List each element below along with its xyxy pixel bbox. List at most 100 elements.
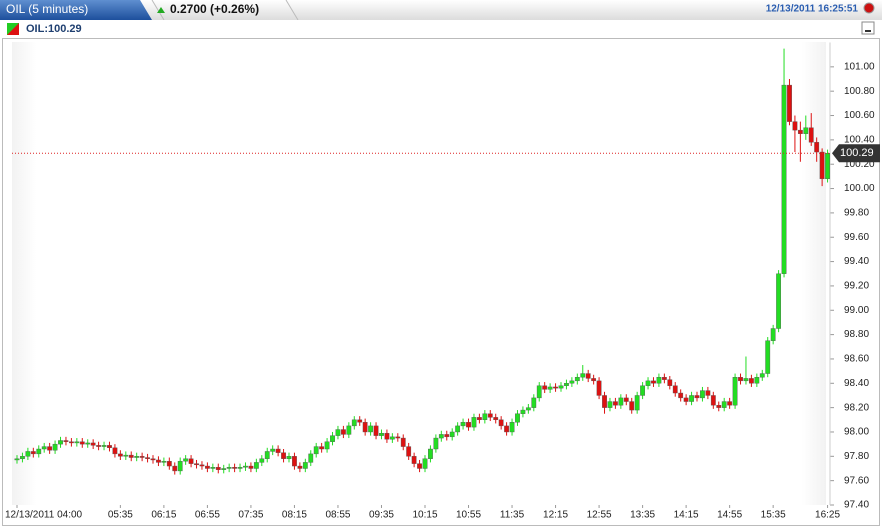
x-tick-label: 08:55 — [325, 510, 350, 521]
symbol: OIL:100.29 — [26, 23, 82, 35]
candle-body — [319, 446, 325, 450]
candle-body — [710, 395, 716, 406]
candle-body — [585, 373, 591, 379]
candle-body — [640, 385, 646, 396]
candle-body — [776, 273, 782, 329]
x-tick-label: 10:15 — [412, 510, 437, 521]
candle-body — [253, 462, 259, 469]
candle-body — [161, 460, 167, 463]
x-tick-label: 09:35 — [369, 510, 394, 521]
y-tick-label: 99.20 — [844, 281, 869, 292]
candle-body — [651, 380, 656, 384]
candle-body — [825, 153, 830, 180]
candle-body — [455, 425, 461, 433]
marks: 97.40 97.60 97.80 98.00 98.20 98.40 98.60 98.80… — [5, 42, 880, 521]
up-arrow — [157, 7, 165, 13]
symbol-row — [0, 20, 882, 38]
candle-body — [194, 463, 199, 466]
candle-body — [678, 392, 684, 399]
candle-body — [188, 458, 194, 464]
candle-body — [330, 435, 335, 442]
candle-body — [525, 407, 531, 411]
candle-body — [770, 328, 776, 341]
candle-body — [743, 378, 749, 382]
x-tick-label: 06:15 — [151, 510, 176, 521]
candle-body — [14, 458, 20, 461]
candle-body — [90, 442, 96, 446]
candle-body — [373, 425, 379, 436]
candle-body — [166, 460, 172, 467]
candle-body — [574, 377, 580, 382]
candle-body — [20, 456, 25, 459]
candle-body — [58, 440, 63, 445]
candle-body — [765, 340, 771, 374]
candle-body — [384, 432, 390, 440]
x-tick-label: 13:35 — [630, 510, 655, 521]
candle-body — [477, 417, 482, 421]
candle-body — [645, 380, 651, 386]
y-tick-label: 99.80 — [844, 208, 869, 219]
candle-body — [531, 397, 537, 408]
candle-body — [150, 458, 156, 461]
y-tick-label: 99.00 — [844, 305, 869, 316]
candle-body — [672, 385, 678, 394]
y-tick-label: 99.60 — [844, 232, 869, 243]
candle-body — [482, 413, 488, 421]
y-tick-label: 100.40 — [844, 135, 875, 146]
candle-body — [156, 459, 161, 463]
y-tick-label: 100.20 — [844, 159, 875, 170]
candle-body — [302, 462, 308, 469]
x-tick-label: 15:35 — [761, 510, 786, 521]
candle-body — [248, 465, 254, 469]
candle-body — [727, 401, 733, 406]
candle-body — [629, 401, 635, 411]
title: OIL (5 minutes) — [6, 2, 88, 16]
x-tick-label: 12/13/2011 04:00 — [5, 510, 83, 521]
candle-body — [623, 397, 629, 402]
y-tick-label: 98.20 — [844, 402, 869, 413]
candle-body — [400, 437, 406, 447]
x-tick-label: 07:35 — [238, 510, 263, 521]
candle-body — [286, 456, 292, 459]
x-tick-label: 12:15 — [543, 510, 568, 521]
candle-body — [471, 417, 477, 428]
candle-body — [667, 379, 673, 386]
candle-body — [30, 451, 36, 455]
status-icon[interactable] — [863, 2, 875, 14]
candle-body — [395, 436, 401, 439]
candle-body — [406, 446, 412, 457]
candle-body — [787, 84, 792, 122]
x-tick-label: 12:55 — [587, 510, 612, 521]
candle-body — [759, 373, 765, 378]
candle-body — [607, 401, 613, 408]
candle-body — [68, 441, 74, 444]
candle-body — [558, 385, 564, 389]
candle-body — [738, 377, 743, 382]
candle-body — [803, 127, 809, 134]
current-price-label: 100.29 — [840, 147, 874, 159]
candle-body — [221, 468, 227, 470]
x-tick-label: 14:55 — [717, 510, 742, 521]
candle-body — [79, 441, 85, 445]
candle-body — [417, 463, 422, 469]
candle-body — [362, 422, 368, 433]
candle-body — [819, 151, 825, 180]
candle-body — [74, 441, 80, 444]
candle-body — [428, 448, 433, 459]
candle-body — [292, 456, 297, 467]
x-tick-label: 06:55 — [195, 510, 220, 521]
candle-body — [553, 386, 558, 389]
candle-body — [172, 465, 178, 472]
candle-body — [444, 434, 450, 438]
candle-body — [716, 404, 722, 408]
candle-body — [705, 390, 711, 396]
candle-body — [602, 395, 607, 408]
minimize-button[interactable] — [861, 21, 875, 35]
candle-body — [101, 445, 107, 447]
candle-body — [117, 453, 123, 457]
x-tick-label: 16:25 — [815, 510, 840, 521]
candle-body — [210, 467, 216, 469]
candle-body — [618, 397, 624, 406]
candle-body — [781, 84, 787, 274]
candle-body — [199, 464, 205, 467]
